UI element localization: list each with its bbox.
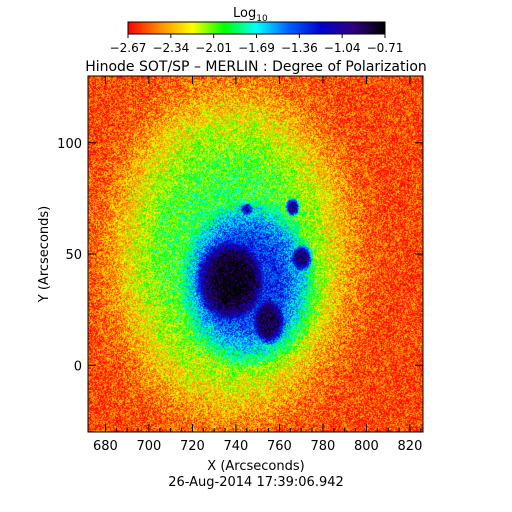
x-axis-label: X (Arcseconds) — [207, 459, 304, 474]
colorbar-label: Log10 — [233, 6, 268, 24]
colorbar-bar — [127, 21, 386, 35]
colorbar-tick-label: −2.34 — [152, 41, 189, 55]
x-tick-label: 720 — [180, 439, 205, 454]
y-tick-label: 0 — [74, 359, 82, 374]
colorbar-tick-label: −1.36 — [281, 41, 318, 55]
y-tick-label: 100 — [57, 137, 82, 152]
colorbar-tick-label: −2.67 — [110, 41, 147, 55]
colorbar-ticks: −2.67 −2.34 −2.01 −1.69 −1.36 −1.04 −0.71 — [110, 34, 404, 55]
heatmap-image — [88, 76, 423, 432]
x-tick-label: 700 — [136, 439, 161, 454]
x-tick-label: 680 — [93, 439, 118, 454]
timestamp: 26-Aug-2014 17:39:06.942 — [168, 475, 344, 490]
colorbar-tick-label: −1.69 — [238, 41, 275, 55]
colorbar-tick-label: −1.04 — [324, 41, 361, 55]
x-axis: 680 700 720 740 760 780 800 820 — [93, 76, 422, 454]
x-tick-label: 760 — [267, 439, 292, 454]
colorbar-tick-label: −2.01 — [195, 41, 232, 55]
y-axis-label: Y (Arcseconds) — [37, 206, 52, 303]
colorbar: Log10 −2.67 −2.34 −2.01 −1.69 −1.36 −1.04 −0.7… — [110, 6, 404, 55]
y-tick-label: 50 — [65, 248, 82, 263]
x-tick-label: 800 — [354, 439, 379, 454]
colorbar-tick-label: −0.71 — [367, 41, 404, 55]
x-tick-label: 740 — [224, 439, 249, 454]
chart-title: Hinode SOT/SP – MERLIN : Degree of Polar… — [85, 59, 427, 75]
x-tick-label: 820 — [398, 439, 423, 454]
x-tick-label: 780 — [311, 439, 336, 454]
y-axis: 0 50 100 — [57, 137, 423, 374]
